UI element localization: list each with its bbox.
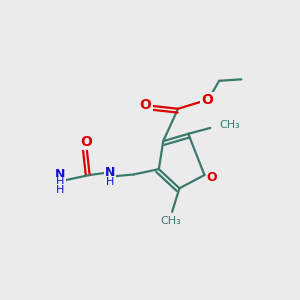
Text: CH₃: CH₃ [219,120,240,130]
Text: H: H [56,185,64,195]
Text: H: H [56,177,64,188]
Text: H: H [106,177,114,188]
Text: N: N [55,168,65,181]
Text: O: O [202,93,213,107]
Text: O: O [206,172,217,184]
Text: O: O [80,135,92,149]
Text: O: O [140,98,152,112]
Text: CH₃: CH₃ [160,216,181,226]
Text: N: N [105,166,116,179]
